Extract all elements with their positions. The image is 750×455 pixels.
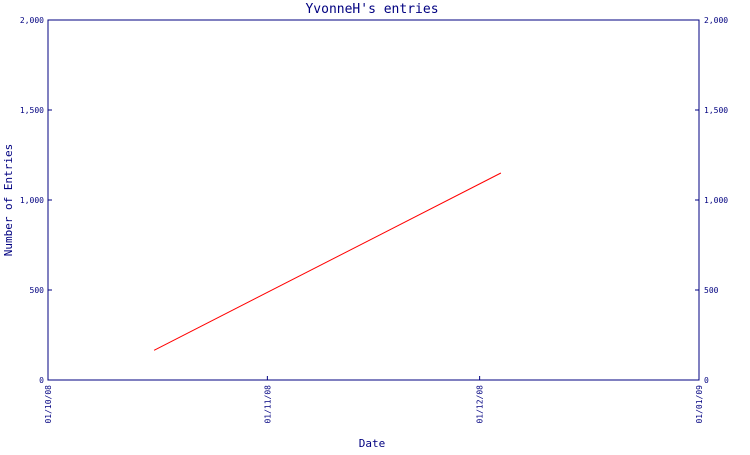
y-axis-label: Number of Entries: [2, 144, 15, 257]
y-tick-label-left: 1,000: [20, 196, 44, 205]
x-tick-label: 01/10/08: [44, 385, 53, 424]
y-tick-label-right: 1,000: [704, 196, 728, 205]
y-tick-label-left: 500: [30, 286, 45, 295]
y-tick-label-right: 500: [704, 286, 719, 295]
y-tick-label-right: 2,000: [704, 16, 728, 25]
y-tick-label-right: 1,500: [704, 106, 728, 115]
y-tick-label-left: 1,500: [20, 106, 44, 115]
y-axis-right: 0 500 1,000 1,500 2,000: [695, 16, 728, 385]
y-axis-left: 0 500 1,000 1,500 2,000: [20, 16, 52, 385]
x-axis: 01/10/08 01/11/08 01/12/08 01/01/09: [44, 376, 704, 424]
x-tick-label: 01/12/08: [476, 385, 485, 424]
y-tick-label-left: 0: [39, 376, 44, 385]
y-tick-label-left: 2,000: [20, 16, 44, 25]
y-tick-label-right: 0: [704, 376, 709, 385]
plot-area-frame: [47, 19, 700, 381]
x-axis-label: Date: [359, 437, 386, 450]
series-layer: [153, 172, 502, 351]
chart-title: YvonneH's entries: [305, 2, 438, 17]
series-line: [153, 172, 502, 351]
x-tick-label: 01/11/08: [263, 385, 272, 424]
x-tick-label: 01/01/09: [695, 385, 704, 424]
